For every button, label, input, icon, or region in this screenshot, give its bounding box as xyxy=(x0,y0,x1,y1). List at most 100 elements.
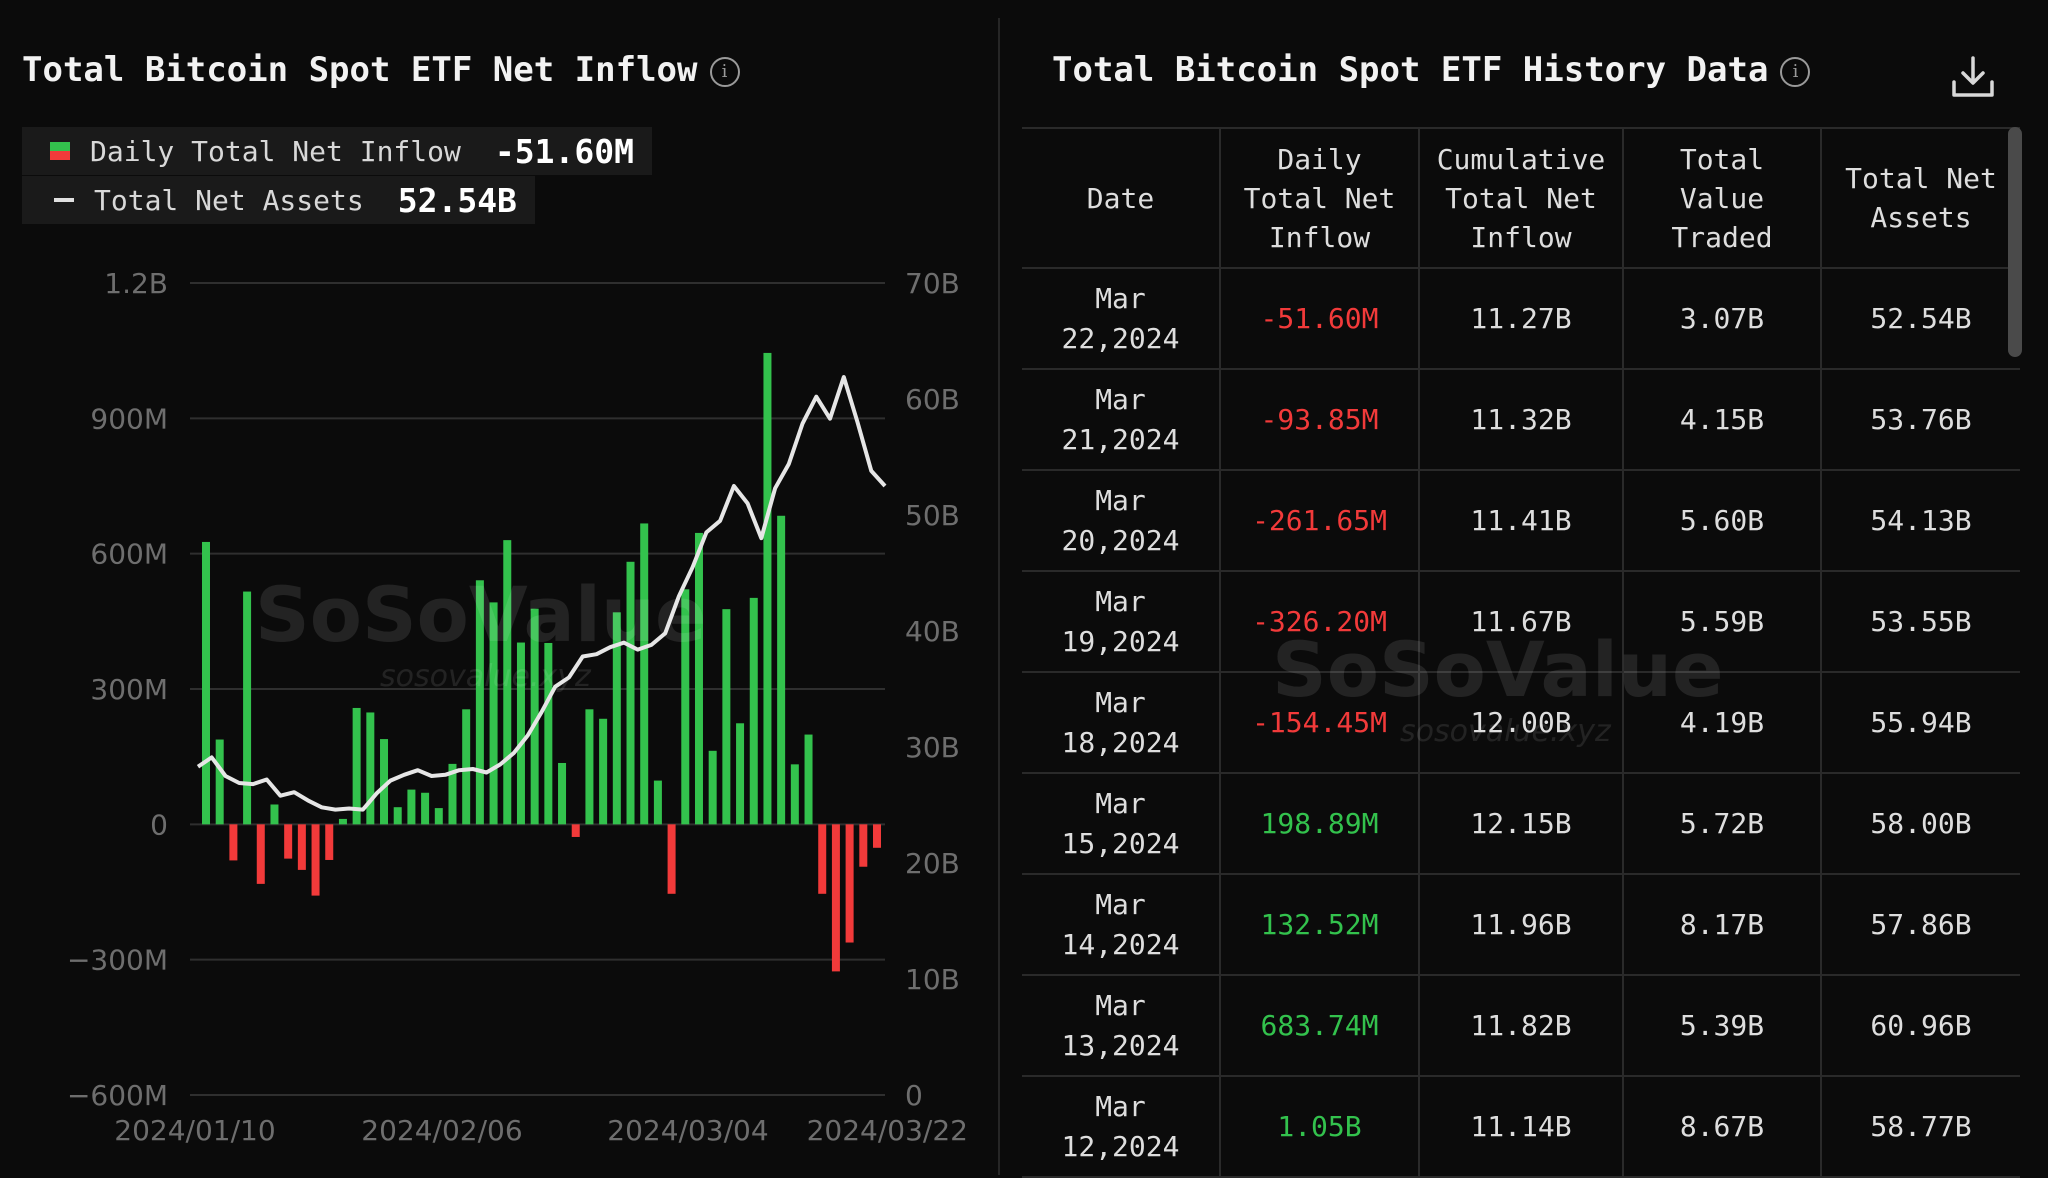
table-row[interactable]: Mar 15,2024 198.89M 12.15B 5.72B 58.00B xyxy=(1022,773,2020,875)
cell-cumulative-inflow: 12.00B xyxy=(1419,672,1624,774)
legend-inflow-value: -51.60M xyxy=(494,131,634,171)
panel-divider xyxy=(998,18,1000,1175)
inflow-bar xyxy=(845,824,854,943)
table-row[interactable]: Mar 14,2024 132.52M 11.96B 8.17B 57.86B xyxy=(1022,874,2020,976)
legend-net-assets[interactable]: Total Net Assets 52.54B xyxy=(22,176,535,224)
cell-date: Mar 18,2024 xyxy=(1022,672,1221,774)
inflow-bar xyxy=(489,602,498,825)
cell-cumulative-inflow: 11.27B xyxy=(1419,268,1624,370)
cell-date: Mar 20,2024 xyxy=(1022,470,1221,572)
table-row[interactable]: Mar 21,2024 -93.85M 11.32B 4.15B 53.76B xyxy=(1022,369,2020,471)
table-row[interactable]: Mar 22,2024 -51.60M 11.27B 3.07B 52.54B xyxy=(1022,268,2020,370)
inflow-bar xyxy=(626,561,635,825)
x-tick-label: 2024/01/10 xyxy=(114,1114,275,1147)
history-table: Date Daily Total Net Inflow Cumulative T… xyxy=(1022,127,2020,1178)
cell-value-traded: 4.19B xyxy=(1623,672,1822,774)
cell-date-year: 13,2024 xyxy=(1061,1028,1180,1062)
info-icon[interactable]: i xyxy=(709,56,740,87)
inflow-bar xyxy=(873,824,881,848)
info-icon[interactable]: i xyxy=(1780,56,1811,87)
cell-date: Mar 12,2024 xyxy=(1022,1076,1221,1178)
line-swatch-icon xyxy=(54,198,74,202)
inflow-bar xyxy=(297,824,306,870)
table-scrollbar[interactable] xyxy=(2008,127,2022,357)
legend-assets-value: 52.54B xyxy=(397,180,517,220)
y-left-tick-label: 600M xyxy=(90,538,168,571)
inflow-bar xyxy=(599,718,608,825)
cell-date-month: Mar xyxy=(1095,382,1146,416)
legend-daily-inflow[interactable]: Daily Total Net Inflow -51.60M xyxy=(22,127,652,175)
inflow-bar xyxy=(571,824,580,837)
cell-date-month: Mar xyxy=(1095,281,1146,315)
inflow-bar xyxy=(544,642,553,825)
table-row[interactable]: Mar 13,2024 683.74M 11.82B 5.39B 60.96B xyxy=(1022,975,2020,1077)
bar-swatch-icon xyxy=(50,142,70,160)
inflow-bar xyxy=(736,723,745,825)
inflow-bar xyxy=(215,739,224,825)
inflow-bar xyxy=(763,352,772,825)
inflow-bar xyxy=(777,515,786,825)
inflow-bar xyxy=(366,712,375,825)
table-row[interactable]: Mar 20,2024 -261.65M 11.41B 5.60B 54.13B xyxy=(1022,470,2020,572)
cell-net-assets: 54.13B xyxy=(1821,470,2020,572)
cell-daily-inflow: -154.45M xyxy=(1220,672,1420,774)
inflow-bar xyxy=(270,804,279,825)
table-row[interactable]: Mar 12,2024 1.05B 11.14B 8.67B 58.77B xyxy=(1022,1076,2020,1178)
col-date[interactable]: Date xyxy=(1022,127,1221,269)
inflow-bar xyxy=(722,609,731,825)
inflow-bar xyxy=(804,734,813,825)
inflow-bar xyxy=(202,541,210,825)
inflow-bar xyxy=(503,540,512,825)
cell-value-traded: 5.59B xyxy=(1623,571,1822,673)
cell-date-year: 15,2024 xyxy=(1061,826,1180,860)
cell-value-traded: 5.72B xyxy=(1623,773,1822,875)
legend-inflow-label: Daily Total Net Inflow xyxy=(90,134,461,168)
col-net-assets[interactable]: Total Net Assets xyxy=(1821,127,2020,269)
cell-date-year: 20,2024 xyxy=(1061,523,1180,557)
table-row[interactable]: Mar 19,2024 -326.20M 11.67B 5.59B 53.55B xyxy=(1022,571,2020,673)
col-cumulative-inflow[interactable]: Cumulative Total Net Inflow xyxy=(1419,127,1624,269)
y-right-tick-label: 30B xyxy=(905,731,960,764)
cell-date-year: 21,2024 xyxy=(1061,422,1180,456)
inflow-bar xyxy=(708,750,717,825)
cell-net-assets: 60.96B xyxy=(1821,975,2020,1077)
cell-value-traded: 8.67B xyxy=(1623,1076,1822,1178)
y-right-tick-label: 40B xyxy=(905,615,960,648)
download-icon[interactable] xyxy=(1948,52,1998,102)
inflow-bar xyxy=(530,608,539,825)
net-inflow-chart[interactable]: 1.2B 900M 600M 300M 0 −300M −600M 70B 60B 50B 40B 3… xyxy=(0,0,1000,1175)
x-tick-label: 2024/03/04 xyxy=(607,1114,768,1147)
inflow-bar xyxy=(434,808,443,825)
cell-net-assets: 53.55B xyxy=(1821,571,2020,673)
inflow-bar xyxy=(338,818,347,825)
net-assets-line xyxy=(196,375,887,812)
y-right-tick-label: 10B xyxy=(905,963,960,996)
x-tick-label: 2024/03/22 xyxy=(807,1114,968,1147)
y-left-tick-label: 300M xyxy=(90,673,168,706)
x-tick-label: 2024/02/06 xyxy=(361,1114,522,1147)
inflow-bar xyxy=(831,824,840,972)
cell-date-year: 22,2024 xyxy=(1061,321,1180,355)
cell-daily-inflow: -326.20M xyxy=(1220,571,1420,673)
cell-date: Mar 19,2024 xyxy=(1022,571,1221,673)
inflow-bar xyxy=(448,763,457,825)
cell-date: Mar 22,2024 xyxy=(1022,268,1221,370)
inflow-bar xyxy=(585,709,594,825)
inflow-bar xyxy=(516,642,525,825)
table-title: Total Bitcoin Spot ETF History Data i xyxy=(1052,50,1811,90)
y-right-tick-label: 70B xyxy=(905,267,960,300)
table-row[interactable]: Mar 18,2024 -154.45M 12.00B 4.19B 55.94B xyxy=(1022,672,2020,774)
cell-cumulative-inflow: 11.96B xyxy=(1419,874,1624,976)
inflow-bar xyxy=(790,764,799,825)
inflow-bar xyxy=(393,807,402,825)
inflow-bar xyxy=(667,824,676,894)
inflow-bar xyxy=(694,532,703,825)
cell-net-assets: 53.76B xyxy=(1821,369,2020,471)
cell-cumulative-inflow: 11.14B xyxy=(1419,1076,1624,1178)
cell-value-traded: 4.15B xyxy=(1623,369,1822,471)
col-value-traded[interactable]: Total Value Traded xyxy=(1623,127,1822,269)
inflow-bar xyxy=(818,824,827,894)
y-right-tick-label: 0 xyxy=(905,1079,923,1112)
col-daily-inflow[interactable]: Daily Total Net Inflow xyxy=(1220,127,1420,269)
net-inflow-panel: Total Bitcoin Spot ETF Net Inflow i Daily… xyxy=(0,0,1000,1175)
